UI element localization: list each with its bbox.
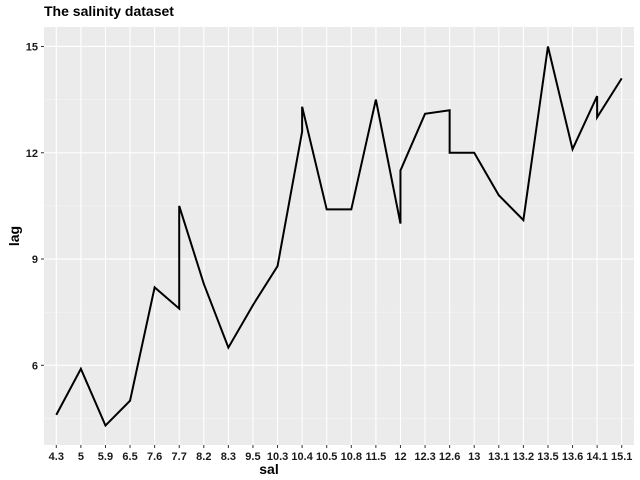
x-tick-label: 13.2 [513, 451, 534, 463]
x-tick-label: 15.1 [611, 451, 632, 463]
x-tick-label: 12.3 [414, 451, 435, 463]
x-axis-title: sal [259, 461, 278, 477]
x-tick-label: 8.3 [221, 451, 236, 463]
x-tick-label: 7.7 [172, 451, 187, 463]
x-tick-label: 10.5 [316, 451, 337, 463]
x-tick-label: 14.1 [586, 451, 607, 463]
y-axis-ticks: 6 9 12 15 [26, 41, 44, 372]
x-tick-label: 10.3 [267, 451, 288, 463]
chart-title: The salinity dataset [44, 3, 174, 19]
x-tick-label: 11.5 [365, 451, 386, 463]
x-tick-label: 9.5 [245, 451, 260, 463]
x-tick-label: 6.5 [122, 451, 137, 463]
x-tick-label: 12 [394, 451, 406, 463]
x-tick-label: 5 [78, 451, 84, 463]
y-tick-label: 9 [32, 254, 38, 266]
x-tick-label: 4.3 [49, 451, 64, 463]
y-axis-title: lag [6, 226, 22, 246]
x-tick-label: 7.6 [147, 451, 162, 463]
x-tick-label: 5.9 [98, 451, 113, 463]
x-tick-label: 13.5 [537, 451, 558, 463]
x-tick-label: 13 [468, 451, 480, 463]
series-layer [55, 46, 623, 428]
x-tick-label: 13.6 [562, 451, 583, 463]
x-tick-label: 10.4 [291, 451, 313, 463]
x-tick-label: 13.1 [488, 451, 509, 463]
minor-gridlines [44, 99, 634, 419]
plot-panel [44, 27, 634, 445]
x-tick-label: 8.2 [196, 451, 211, 463]
y-tick-label: 15 [26, 41, 38, 53]
x-axis-ticks: 4.3 5 5.9 6.5 7.6 7.7 8.2 8.3 9.5 10.3 10.4 10.5 10.… [49, 445, 632, 463]
x-tick-label: 12.6 [439, 451, 460, 463]
y-tick-label: 12 [26, 148, 38, 160]
y-tick-label: 6 [32, 360, 38, 372]
series-line [55, 46, 623, 428]
x-tick-label: 10.8 [341, 451, 362, 463]
